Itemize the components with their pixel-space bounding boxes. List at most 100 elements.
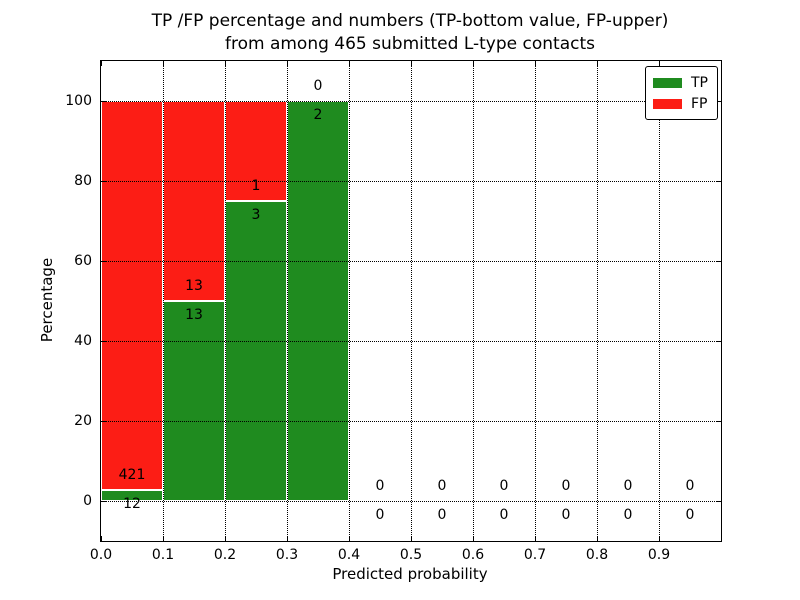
chart-title-line2: from among 465 submitted L-type contacts — [224, 34, 595, 54]
chart-title: TP /FP percentage and numbers (TP-bottom… — [100, 10, 720, 56]
legend: TP FP — [645, 66, 718, 120]
tp-count-label: 0 — [375, 507, 385, 523]
chart-title-line1: TP /FP percentage and numbers (TP-bottom… — [151, 11, 669, 31]
y-axis-tick — [101, 500, 106, 502]
tp-count-label: 0 — [685, 507, 695, 523]
x-axis-tick — [224, 536, 226, 541]
legend-swatch-tp — [653, 77, 682, 88]
tp-count-label: 3 — [251, 207, 261, 223]
legend-label: FP — [691, 95, 708, 112]
bar-segment-fp — [101, 101, 163, 490]
fp-count-label: 0 — [313, 78, 323, 94]
x-axis-tick — [410, 61, 412, 66]
fp-count-label: 0 — [375, 478, 385, 494]
y-axis-tick — [716, 340, 721, 342]
x-tick-label: 0.3 — [275, 547, 299, 563]
x-axis-tick — [162, 536, 164, 541]
tp-count-label: 0 — [561, 507, 571, 523]
bar-segment-fp — [163, 101, 225, 301]
gridline-vertical — [348, 61, 350, 541]
legend-label: TP — [691, 74, 708, 91]
x-tick-label: 0.6 — [461, 547, 485, 563]
x-axis-tick — [100, 61, 102, 66]
gridline-horizontal — [101, 260, 721, 262]
tp-count-label: 0 — [499, 507, 509, 523]
bar-segment-tp — [225, 201, 287, 501]
x-axis-tick — [534, 61, 536, 66]
x-axis-tick — [410, 536, 412, 541]
legend-swatch-fp — [653, 98, 682, 109]
gridline-horizontal — [101, 500, 721, 502]
tp-count-label: 0 — [437, 507, 447, 523]
legend-item: TP — [653, 72, 708, 93]
y-axis-tick — [101, 100, 106, 102]
gridline-vertical — [286, 61, 288, 541]
x-axis-tick — [348, 61, 350, 66]
gridline-vertical — [472, 61, 474, 541]
x-axis-tick — [472, 536, 474, 541]
fp-count-label: 0 — [561, 478, 571, 494]
tp-count-label: 0 — [623, 507, 633, 523]
x-axis-tick — [286, 61, 288, 66]
gridline-horizontal — [101, 180, 721, 182]
gridline-vertical — [410, 61, 412, 541]
y-axis-tick — [716, 100, 721, 102]
y-tick-label: 100 — [65, 93, 92, 109]
x-tick-label: 0.9 — [647, 547, 671, 563]
fp-count-label: 0 — [437, 478, 447, 494]
y-axis-tick — [101, 340, 106, 342]
fp-count-label: 0 — [623, 478, 633, 494]
x-axis-tick — [658, 536, 660, 541]
y-axis-tick — [101, 180, 106, 182]
fp-count-label: 13 — [185, 278, 203, 294]
gridline-horizontal — [101, 340, 721, 342]
gridline-vertical — [162, 61, 164, 541]
x-axis-tick — [348, 536, 350, 541]
y-axis-label: Percentage — [38, 257, 56, 343]
x-axis-tick — [286, 536, 288, 541]
y-axis-tick — [101, 260, 106, 262]
x-tick-label: 0.7 — [523, 547, 547, 563]
tp-count-label: 13 — [185, 307, 203, 323]
plot-area: TP FP 421 12 13 13 1 3 0 2 0 0 0 0 0 0 0 0 0 0 0 0 0 20 40 60 80 1… — [65, 60, 722, 563]
fp-count-label: 421 — [118, 466, 146, 483]
x-tick-label: 0.5 — [399, 547, 423, 563]
fp-count-label: 0 — [685, 478, 695, 494]
y-axis-tick — [716, 500, 721, 502]
gridline-vertical — [224, 61, 226, 541]
x-axis-tick — [224, 61, 226, 66]
x-tick-label: 0.0 — [89, 547, 113, 563]
y-tick-label: 80 — [74, 173, 92, 189]
x-axis-tick — [534, 536, 536, 541]
x-axis-tick — [596, 61, 598, 66]
gridline-vertical — [534, 61, 536, 541]
x-axis-tick — [100, 536, 102, 541]
y-axis-tick — [716, 260, 721, 262]
y-axis-tick — [716, 180, 721, 182]
bar-segment-tp — [163, 301, 225, 501]
x-tick-label: 0.8 — [585, 547, 609, 563]
y-tick-label: 0 — [83, 493, 92, 509]
legend-item: FP — [653, 93, 708, 114]
x-axis-tick — [162, 61, 164, 66]
y-tick-label: 60 — [74, 253, 92, 269]
x-tick-label: 0.2 — [213, 547, 237, 563]
gridline-vertical — [596, 61, 598, 541]
gridline-horizontal — [101, 420, 721, 422]
bar-segment-tp — [287, 101, 349, 501]
x-tick-label: 0.1 — [151, 547, 175, 563]
y-tick-label: 40 — [74, 333, 92, 349]
tp-count-label: 12 — [123, 495, 141, 512]
x-axis-label: Predicted probability — [332, 565, 488, 583]
x-axis-tick — [596, 536, 598, 541]
gridline-vertical — [658, 61, 660, 541]
x-axis-tick — [658, 61, 660, 66]
fp-count-label: 0 — [499, 478, 509, 494]
y-axis-tick — [101, 420, 106, 422]
y-axis-tick — [716, 420, 721, 422]
fp-count-label: 1 — [251, 178, 261, 194]
tp-count-label: 2 — [313, 107, 323, 123]
gridline-horizontal — [101, 100, 721, 102]
x-axis-tick — [472, 61, 474, 66]
